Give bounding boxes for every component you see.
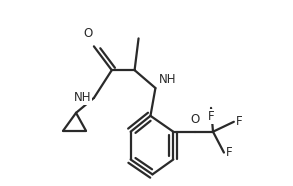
Text: F: F (226, 146, 233, 159)
Text: NH: NH (159, 73, 176, 86)
Text: F: F (236, 115, 242, 128)
Text: O: O (84, 27, 93, 40)
Text: NH: NH (74, 92, 91, 105)
Text: F: F (208, 110, 214, 123)
Text: O: O (190, 113, 200, 126)
